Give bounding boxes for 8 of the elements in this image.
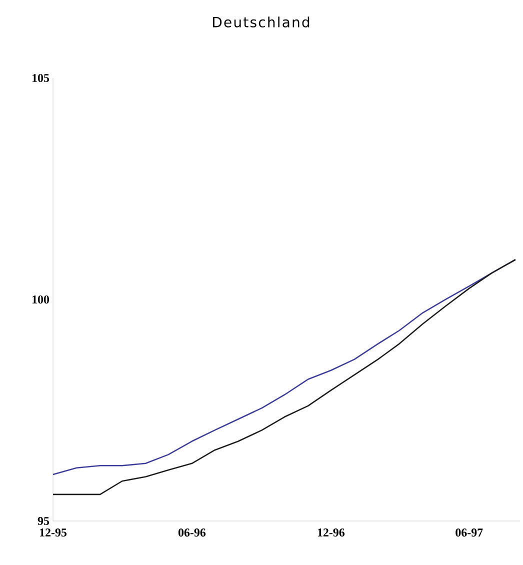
x-tick-label: 12-95 — [40, 528, 66, 537]
chart-title: Deutschland — [213, 16, 310, 28]
y-tick-label: 95 — [38, 516, 50, 526]
x-tick-label: 12-96 — [318, 528, 345, 537]
y-tick-label: 100 — [32, 295, 50, 304]
x-tick-label: 06-96 — [178, 528, 206, 537]
x-tick-label: 06-97 — [456, 528, 483, 537]
y-tick-label: 105 — [32, 74, 50, 82]
